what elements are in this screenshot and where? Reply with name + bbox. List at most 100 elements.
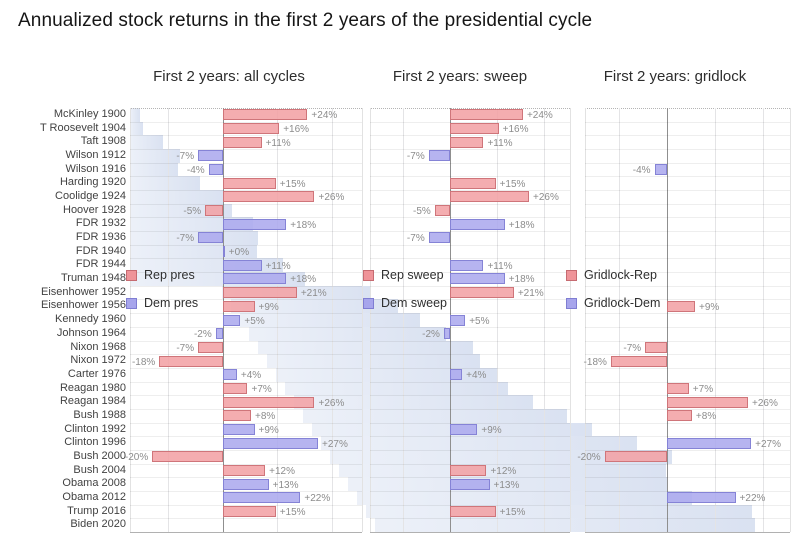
bar: [667, 492, 736, 504]
legend-item: Dem sweep: [363, 296, 447, 310]
bar-value-label: +24%: [526, 110, 553, 122]
bar: [222, 259, 262, 271]
row-separator-line: [370, 162, 570, 164]
row-label: Nixon 1968: [70, 340, 126, 353]
row-label: Reagan 1980: [59, 381, 126, 394]
bar-value-label: -7%: [406, 151, 425, 163]
bar: [222, 123, 280, 135]
bar-value-label: +5%: [469, 315, 490, 327]
bar-value-label: -7%: [176, 151, 195, 163]
row-separator-line: [370, 395, 570, 397]
bar-value-label: +18%: [290, 219, 317, 231]
row-separator-line: [130, 354, 362, 356]
bar-value-label: -7%: [406, 233, 425, 245]
panel-header-sweep: First 2 years: sweep: [392, 68, 528, 85]
chart-title: Annualized stock returns in the first 2 …: [18, 10, 593, 31]
bar-value-label: +18%: [290, 274, 317, 286]
row-separator-line: [130, 326, 362, 328]
bar-value-label: +26%: [752, 397, 778, 409]
row-separator-line: [370, 258, 570, 260]
index-area-step: [130, 231, 258, 245]
index-area-step: [130, 176, 200, 191]
index-area-step: [130, 108, 140, 122]
row-separator-line: [370, 504, 570, 506]
bar: [450, 218, 505, 230]
bar-value-label: +11%: [265, 260, 291, 272]
index-area-step: [130, 135, 163, 150]
row-separator-line: [585, 149, 790, 151]
row-separator-line: [585, 162, 790, 164]
rep-swatch-icon: [363, 269, 374, 281]
x-axis-line: [370, 532, 570, 533]
bar: [222, 300, 255, 312]
gridline: [619, 108, 620, 532]
row-separator-line: [585, 463, 790, 465]
row-separator-line: [585, 449, 790, 451]
row-label: Obama 2008: [62, 477, 126, 490]
legend-label: Rep sweep: [381, 268, 444, 282]
row-separator-line: [370, 326, 570, 328]
bar-value-label: +0%: [228, 247, 250, 259]
row-label: Kennedy 1960: [55, 313, 126, 326]
bar: [428, 232, 450, 244]
legend-gridlock: Gridlock-Rep Gridlock-Dem: [566, 268, 660, 324]
bar-value-label: +4%: [466, 370, 487, 382]
legend-item: Rep sweep: [363, 268, 447, 282]
bar: [667, 396, 749, 408]
bar: [645, 341, 667, 353]
row-separator-line: [130, 231, 362, 233]
row-separator-line: [370, 463, 570, 465]
bar: [450, 109, 523, 121]
bar: [450, 177, 496, 189]
row-separator-line: [585, 326, 790, 328]
index-area-step: [258, 340, 473, 355]
bar-value-label: +11%: [265, 137, 291, 149]
row-separator-line: [370, 121, 570, 123]
bar-value-label: +27%: [322, 438, 348, 450]
row-separator-line: [585, 135, 790, 137]
bar: [152, 451, 223, 463]
index-area-step: [267, 354, 480, 368]
bar: [450, 314, 466, 326]
bar-value-label: +11%: [487, 137, 513, 149]
index-area-step: [285, 381, 508, 396]
row-label: Biden 2020: [70, 518, 126, 531]
bar-value-label: +24%: [311, 110, 338, 122]
panel-top-border: [130, 108, 362, 109]
row-separator-line: [585, 381, 790, 383]
rep-swatch-icon: [566, 269, 577, 281]
bar: [208, 164, 223, 176]
gridline: [403, 108, 404, 532]
panel-edge-line: [362, 108, 363, 532]
dem-swatch-icon: [363, 297, 374, 309]
row-label: Truman 1948: [60, 272, 126, 285]
bar-value-label: +16%: [283, 124, 310, 136]
bar-value-label: +8%: [255, 411, 276, 423]
bar: [222, 464, 266, 476]
row-separator-line: [370, 436, 570, 438]
row-separator-line: [130, 272, 362, 274]
bar: [654, 164, 667, 176]
row-separator-line: [130, 299, 362, 301]
bar-value-label: +27%: [755, 438, 781, 450]
bar: [222, 410, 251, 422]
row-label: FDR 1932: [75, 217, 126, 230]
index-area-step: [375, 518, 755, 532]
bar-value-label: -5%: [183, 206, 202, 218]
row-separator-line: [585, 285, 790, 287]
row-separator-line: [585, 422, 790, 424]
row-separator-line: [370, 422, 570, 424]
row-label: Bush 2004: [73, 463, 126, 476]
index-area-step: [130, 162, 178, 177]
row-separator-line: [370, 354, 570, 356]
panel-edge-line: [570, 108, 571, 532]
bar-value-label: +9%: [481, 424, 502, 436]
row-separator-line: [585, 203, 790, 205]
bar-value-label: -2%: [193, 329, 212, 341]
row-separator-line: [370, 217, 570, 219]
row-separator-line: [130, 162, 362, 164]
row-separator-line: [370, 381, 570, 383]
bar: [450, 123, 499, 135]
row-separator-line: [585, 190, 790, 192]
